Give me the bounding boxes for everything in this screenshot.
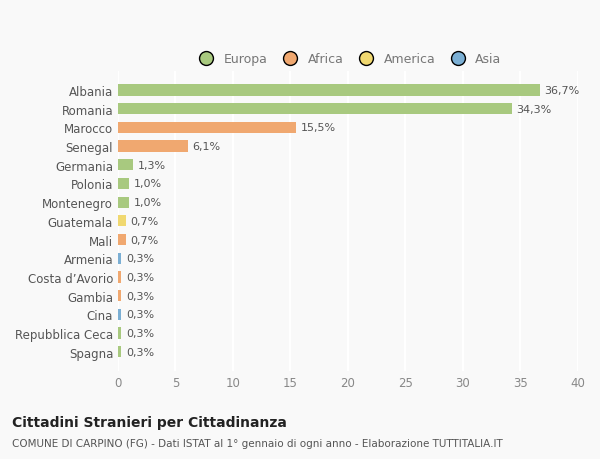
- Bar: [118, 272, 121, 283]
- Bar: [118, 309, 121, 320]
- Text: 0,7%: 0,7%: [131, 216, 159, 226]
- Text: 6,1%: 6,1%: [193, 142, 221, 152]
- Legend: Europa, Africa, America, Asia: Europa, Africa, America, Asia: [189, 48, 506, 71]
- Bar: [118, 328, 121, 339]
- Text: 1,0%: 1,0%: [134, 198, 162, 208]
- Text: 0,3%: 0,3%: [126, 310, 154, 319]
- Text: 36,7%: 36,7%: [544, 86, 580, 96]
- Text: 0,3%: 0,3%: [126, 347, 154, 357]
- Bar: [118, 253, 121, 264]
- Bar: [118, 235, 126, 246]
- Text: 0,3%: 0,3%: [126, 254, 154, 263]
- Bar: [118, 160, 133, 171]
- Bar: [118, 179, 130, 190]
- Bar: [118, 123, 296, 134]
- Bar: [118, 104, 512, 115]
- Text: COMUNE DI CARPINO (FG) - Dati ISTAT al 1° gennaio di ogni anno - Elaborazione TU: COMUNE DI CARPINO (FG) - Dati ISTAT al 1…: [12, 438, 503, 448]
- Bar: [118, 291, 121, 302]
- Text: 34,3%: 34,3%: [517, 105, 552, 114]
- Text: 0,7%: 0,7%: [131, 235, 159, 245]
- Text: 1,0%: 1,0%: [134, 179, 162, 189]
- Bar: [118, 197, 130, 208]
- Bar: [118, 85, 539, 96]
- Text: 0,3%: 0,3%: [126, 291, 154, 301]
- Text: 1,3%: 1,3%: [137, 161, 166, 170]
- Text: 15,5%: 15,5%: [301, 123, 336, 133]
- Text: 0,3%: 0,3%: [126, 272, 154, 282]
- Text: 0,3%: 0,3%: [126, 328, 154, 338]
- Bar: [118, 216, 126, 227]
- Bar: [118, 347, 121, 358]
- Text: Cittadini Stranieri per Cittadinanza: Cittadini Stranieri per Cittadinanza: [12, 415, 287, 429]
- Bar: [118, 141, 188, 152]
